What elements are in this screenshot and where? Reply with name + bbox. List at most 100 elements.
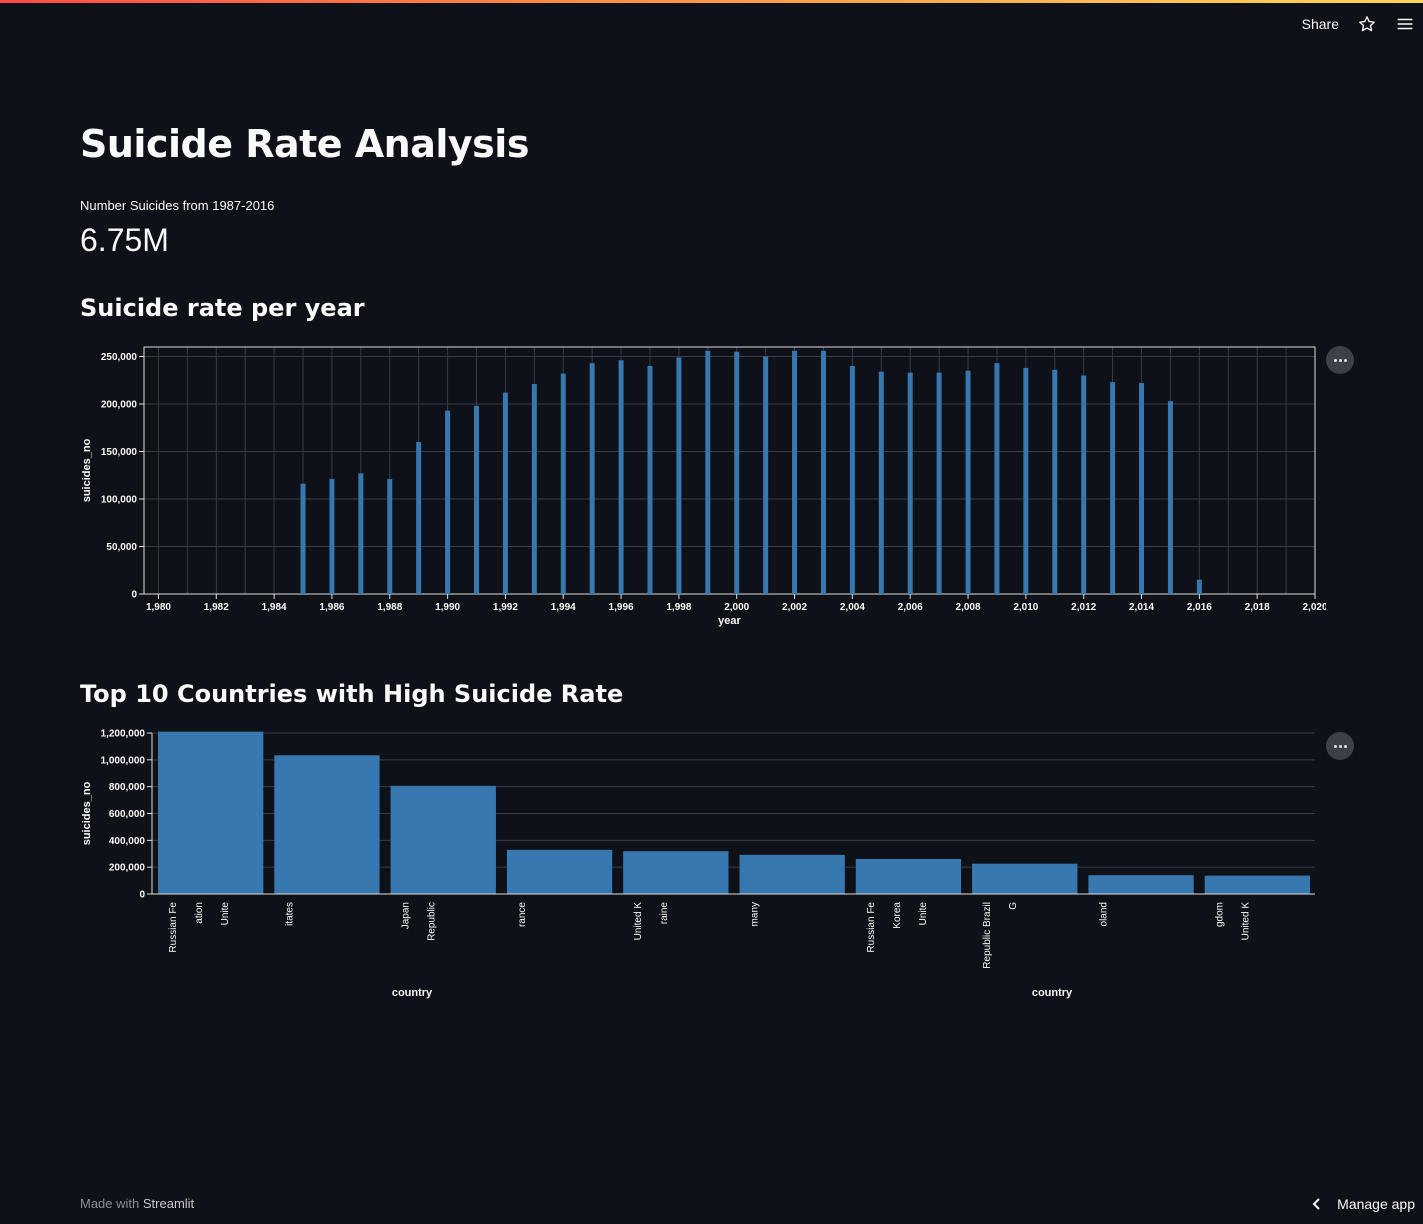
bar-united-states bbox=[274, 755, 380, 894]
x-axis-title: year bbox=[718, 615, 741, 627]
y-tick-label: 400,000 bbox=[109, 836, 146, 847]
bar-2016 bbox=[1196, 579, 1202, 594]
hamburger-menu-icon[interactable] bbox=[1395, 14, 1415, 34]
x-tick-label: 1,990 bbox=[435, 602, 460, 613]
bar-1998 bbox=[676, 357, 682, 594]
x-tick-label: Japan bbox=[401, 902, 412, 929]
bar-2008 bbox=[965, 370, 971, 594]
x-tick-label: Korea bbox=[892, 902, 903, 929]
x-tick-label: 1,994 bbox=[551, 602, 576, 613]
bar-1991 bbox=[474, 405, 480, 594]
bar-1996 bbox=[618, 360, 624, 594]
bar-2004 bbox=[849, 366, 855, 594]
bar-1993 bbox=[531, 384, 537, 594]
bar-1987 bbox=[358, 473, 364, 594]
bar-2012 bbox=[1081, 375, 1087, 594]
x-tick-label: United K bbox=[633, 902, 644, 941]
bar-2007 bbox=[936, 372, 942, 594]
y-tick-label: 800,000 bbox=[109, 782, 146, 793]
y-axis-title: suicides_no bbox=[81, 438, 93, 502]
x-tick-label: Russian Fe bbox=[168, 902, 179, 953]
bar-united-kingdom bbox=[1204, 875, 1310, 894]
y-tick-label: 150,000 bbox=[101, 447, 138, 458]
bar-1988 bbox=[387, 479, 393, 594]
x-tick-label: 1,992 bbox=[493, 602, 518, 613]
manage-app-label: Manage app bbox=[1337, 1196, 1415, 1212]
x-tick-label: 2,014 bbox=[1129, 602, 1154, 613]
x-axis-title: country bbox=[392, 987, 433, 999]
footer: Made with Streamlit bbox=[80, 1196, 194, 1211]
bar-1985 bbox=[300, 483, 306, 594]
bar-1995 bbox=[589, 363, 595, 594]
x-tick-label: oland bbox=[1098, 902, 1109, 926]
share-button[interactable]: Share bbox=[1301, 16, 1339, 32]
bar-1999 bbox=[705, 350, 711, 594]
top-decoration-bar bbox=[0, 0, 1423, 3]
more-icon-dot bbox=[1343, 744, 1347, 748]
bar-2000 bbox=[734, 351, 740, 594]
metric-value: 6.75M bbox=[80, 222, 169, 258]
bar-2009 bbox=[994, 363, 1000, 594]
x-tick-label: Republic bbox=[427, 902, 438, 941]
header-actions: Share bbox=[1302, 12, 1415, 36]
page-title: Suicide Rate Analysis bbox=[80, 122, 529, 166]
country-chart-more-button[interactable] bbox=[1326, 732, 1354, 760]
bar-1992 bbox=[502, 392, 508, 594]
bar-russian-federation bbox=[158, 731, 264, 894]
bar-1990 bbox=[445, 410, 451, 594]
x-tick-label: rance bbox=[517, 902, 528, 927]
x-tick-label: 1,998 bbox=[666, 602, 691, 613]
x-tick-label: 1,982 bbox=[204, 602, 229, 613]
bar-2003 bbox=[820, 350, 826, 594]
bar-france bbox=[506, 849, 613, 894]
x-tick-label: Republic Brazil bbox=[982, 902, 993, 969]
x-tick-label: 2,016 bbox=[1187, 602, 1212, 613]
x-tick-label: 2,004 bbox=[840, 602, 865, 613]
x-tick-label: 2,000 bbox=[724, 602, 749, 613]
y-tick-label: 0 bbox=[139, 890, 145, 901]
y-axis-title: suicides_no bbox=[81, 781, 93, 845]
bar-republic-of-korea bbox=[855, 858, 962, 894]
more-icon bbox=[1333, 358, 1337, 362]
star-icon[interactable] bbox=[1357, 14, 1377, 34]
x-tick-label: 2,010 bbox=[1013, 602, 1038, 613]
streamlit-link[interactable]: Streamlit bbox=[142, 1196, 195, 1211]
year-bar-chart: 1,980 1,982 1,984 1,986 1,988 1,990 1,992 1,994… bbox=[81, 346, 1326, 627]
x-tick-label: itates bbox=[284, 902, 295, 926]
bar-2006 bbox=[907, 372, 913, 594]
more-icon bbox=[1333, 744, 1337, 748]
more-icon-dot bbox=[1343, 358, 1347, 362]
x-tick-label: 2,002 bbox=[782, 602, 807, 613]
y-tick-label: 100,000 bbox=[101, 495, 138, 506]
bar-2002 bbox=[792, 350, 798, 594]
x-tick-label: 1,996 bbox=[609, 602, 634, 613]
x-tick-label: 1,980 bbox=[146, 602, 171, 613]
bar-ukraine bbox=[623, 851, 729, 894]
bar-2015 bbox=[1167, 401, 1173, 594]
x-tick-label: Unite bbox=[918, 902, 929, 926]
bar-germany bbox=[739, 854, 845, 894]
x-tick-label: 2,012 bbox=[1071, 602, 1096, 613]
bar-brazil bbox=[972, 863, 1078, 894]
y-tick-label: 600,000 bbox=[109, 809, 146, 820]
y-tick-label: 0 bbox=[131, 590, 137, 601]
x-tick-label: United K bbox=[1241, 902, 1252, 941]
bar-2001 bbox=[763, 356, 769, 594]
x-tick-label: many bbox=[750, 902, 761, 926]
x-tick-label: 2,018 bbox=[1245, 602, 1270, 613]
x-tick-label: ation bbox=[194, 902, 205, 924]
more-icon-dot bbox=[1338, 358, 1342, 362]
bar-poland bbox=[1088, 875, 1194, 894]
x-tick-label: G bbox=[1008, 902, 1019, 910]
y-tick-label: 200,000 bbox=[109, 863, 146, 874]
year-chart-more-button[interactable] bbox=[1326, 346, 1354, 374]
bar-2010 bbox=[1023, 367, 1029, 594]
x-tick-label: 1,988 bbox=[377, 602, 402, 613]
x-tick-label: Russian Fe bbox=[866, 902, 877, 953]
footer-made-with: Made with bbox=[80, 1196, 140, 1211]
x-tick-label: 2,008 bbox=[956, 602, 981, 613]
y-tick-label: 250,000 bbox=[101, 352, 138, 363]
manage-app-button[interactable]: Manage app bbox=[1311, 1196, 1415, 1212]
y-tick-label: 1,200,000 bbox=[101, 729, 146, 740]
x-tick-label: 1,986 bbox=[319, 602, 344, 613]
